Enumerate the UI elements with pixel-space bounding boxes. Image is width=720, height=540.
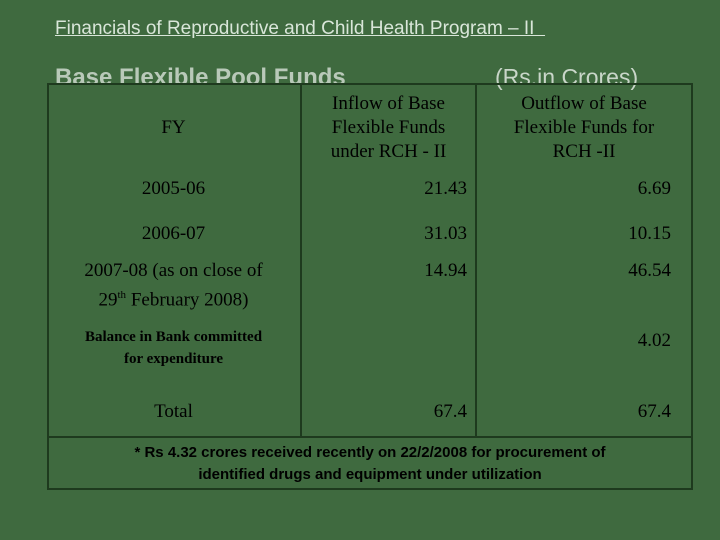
balance-outflow: 4.02 [637,330,671,351]
header-inflow-line1: Inflow of Base [332,93,445,114]
row-3-fy-line1: 2007-08 (as on close of [84,260,263,281]
footnote-line1: * Rs 4.32 crores received recently on 22… [134,444,606,461]
row-3-fy-day: 29 [98,289,118,311]
table-border-left [47,83,49,437]
total-label: Total [154,401,193,422]
row-1-inflow: 21.43 [424,178,467,199]
total-inflow: 67.4 [433,401,467,422]
row-3-fy-line2: 29th February 2008) [47,283,300,312]
column-divider-1 [300,83,302,437]
table-border-top [47,83,693,85]
slide-title: Financials of Reproductive and Child Hea… [55,18,546,39]
table-border-right [691,83,693,437]
row-2-fy: 2006-07 [141,223,206,244]
row-1-outflow: 6.69 [637,178,671,199]
total-outflow: 67.4 [637,401,671,422]
row-3-fy: 2007-08 (as on close of 29th February 20… [47,259,300,312]
row-3-fy-suffix: th [117,289,127,301]
header-inflow-line2: Flexible Funds [331,117,446,138]
slide-subtitle: Base Flexible Pool Funds [55,64,346,91]
row-3-fy-month: February 2008) [126,289,249,311]
header-fy: FY [161,117,186,138]
header-outflow: Outflow of Base Flexible Funds for RCH -… [477,92,691,164]
header-outflow-line1: Outflow of Base [521,93,647,114]
balance-label-line2: for expenditure [123,351,224,367]
column-divider-2 [475,83,477,437]
row-2-inflow: 31.03 [424,223,467,244]
row-1-fy: 2005-06 [141,178,206,199]
row-3-outflow: 46.54 [628,260,671,281]
row-3-inflow: 14.94 [424,260,467,281]
header-outflow-line3: RCH -II [552,141,616,162]
footnote-line2: identified drugs and equipment under uti… [198,466,542,483]
footnote-box: * Rs 4.32 crores received recently on 22… [47,436,693,490]
header-inflow-line3: under RCH - II [330,141,447,162]
row-2-outflow: 10.15 [628,223,671,244]
unit-label: (Rs.in Crores) [495,64,639,90]
header-inflow: Inflow of Base Flexible Funds under RCH … [302,92,475,164]
balance-label: Balance in Bank committed for expenditur… [47,326,300,370]
balance-label-line1: Balance in Bank committed [84,329,263,345]
header-outflow-line2: Flexible Funds for [513,117,655,138]
financials-table: FY Inflow of Base Flexible Funds under R… [47,83,693,437]
